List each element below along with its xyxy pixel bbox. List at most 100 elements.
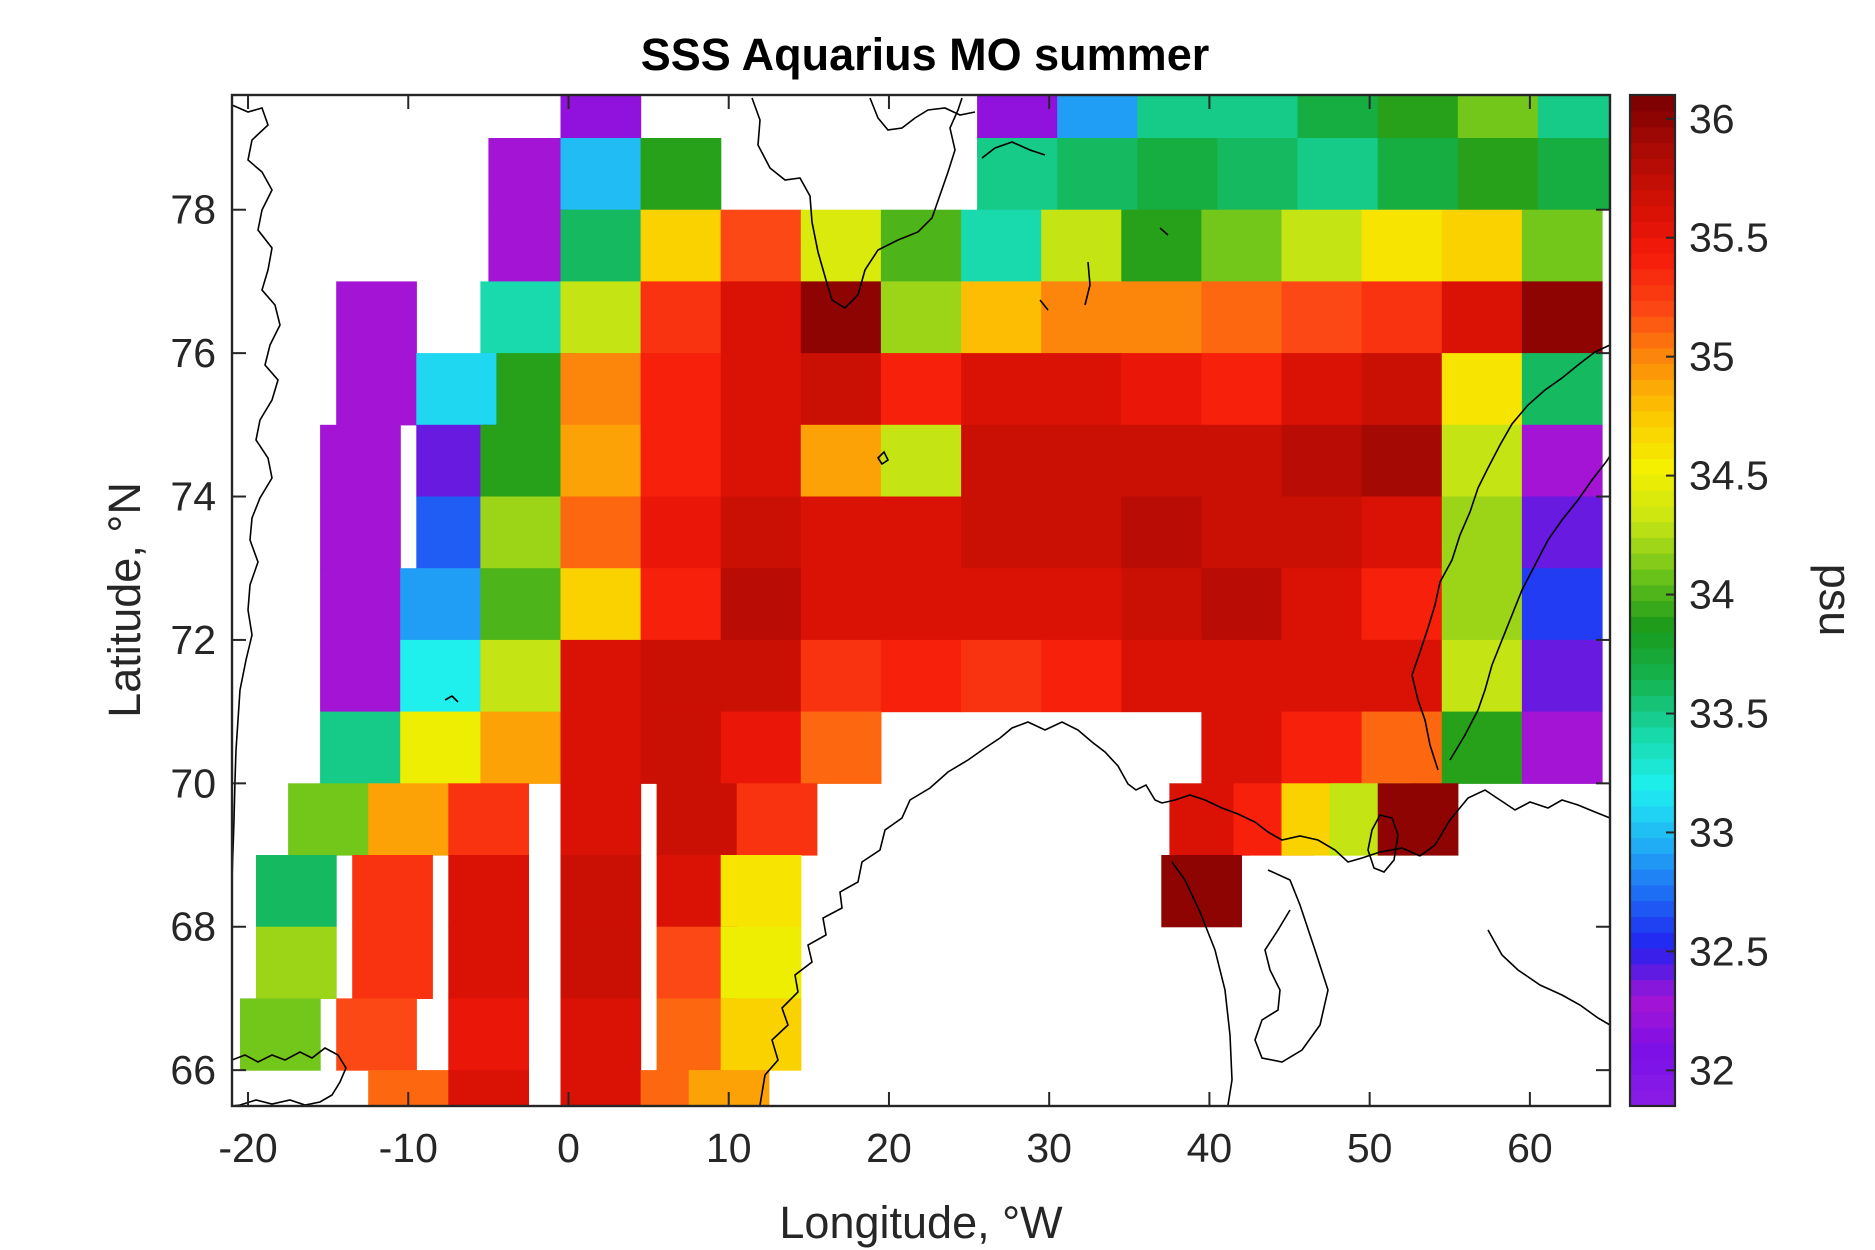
- heatmap-cell: [320, 639, 401, 713]
- heatmap-cell: [1201, 496, 1283, 569]
- heatmap-cell: [1361, 568, 1443, 641]
- heatmap-cell: [800, 639, 882, 713]
- colorbar-step: [1630, 963, 1675, 981]
- colorbar-step: [1630, 821, 1675, 839]
- heatmap-cell: [1281, 209, 1363, 282]
- heatmap-cell: [448, 783, 529, 856]
- heatmap-cell: [640, 353, 722, 426]
- heatmap-cell: [480, 496, 562, 569]
- colorbar-step: [1630, 300, 1675, 317]
- colorbar-step: [1630, 521, 1675, 538]
- coastline-iceland: [231, 1047, 347, 1107]
- colorbar-step: [1630, 1011, 1675, 1028]
- heatmap-cell: [640, 424, 722, 498]
- heatmap-cell: [1361, 424, 1443, 498]
- heatmap-cells: [240, 95, 1611, 1107]
- heatmap-cell: [1201, 424, 1283, 498]
- colorbar-step: [1630, 726, 1675, 744]
- heatmap-cell: [720, 353, 802, 426]
- heatmap-cell: [480, 424, 562, 498]
- coastline-lake-onega-kola: [1367, 814, 1399, 873]
- heatmap-cell: [1361, 209, 1443, 282]
- heatmap-cell: [560, 783, 642, 856]
- colorbar-step: [1630, 1042, 1675, 1060]
- heatmap-cell: [1441, 424, 1523, 498]
- heatmap-cell: [640, 138, 722, 211]
- y-axis-label: Latitude, °N: [99, 482, 150, 718]
- heatmap-cell: [1281, 353, 1363, 426]
- colorbar-step: [1630, 142, 1675, 159]
- colorbar-step: [1630, 695, 1675, 712]
- heatmap-cell: [400, 568, 481, 641]
- heatmap-cell: [800, 496, 882, 569]
- x-tick-label: 10: [706, 1125, 752, 1171]
- x-tick-label: 20: [866, 1125, 912, 1171]
- heatmap-cell: [800, 281, 882, 354]
- heatmap-cell: [1041, 353, 1122, 426]
- y-tick-label: 72: [170, 617, 216, 663]
- heatmap-cell: [1201, 209, 1283, 282]
- colorbar-step: [1630, 205, 1675, 222]
- colorbar-step: [1630, 95, 1675, 112]
- heatmap-cell: [320, 711, 401, 784]
- colorbar-tick-label: 32.5: [1689, 928, 1769, 974]
- colorbar-step: [1630, 568, 1675, 586]
- colorbar-step: [1630, 995, 1675, 1012]
- colorbar-step: [1630, 332, 1675, 349]
- heatmap-cell: [1041, 281, 1122, 354]
- heatmap-cell: [1201, 281, 1283, 354]
- colorbar-frame: [1628, 93, 1677, 1108]
- colorbar-step: [1630, 600, 1675, 617]
- colorbar-step: [1630, 426, 1675, 444]
- y-tick-label: 74: [170, 474, 216, 520]
- heatmap-cell: [800, 209, 882, 282]
- heatmap-cell: [1057, 138, 1138, 211]
- colorbar-step: [1630, 442, 1675, 459]
- heatmap-cell: [488, 209, 570, 282]
- y-tick-label: 76: [170, 330, 216, 376]
- colorbar-step: [1630, 284, 1675, 301]
- heatmap-cell: [480, 639, 562, 713]
- heatmap-cell: [1361, 496, 1443, 569]
- heatmap-cell: [880, 281, 962, 354]
- heatmap-cell: [1361, 281, 1443, 354]
- heatmap-cell: [1521, 209, 1603, 282]
- colorbar-step: [1630, 647, 1675, 665]
- coastline-novaya-zemlya: [1411, 344, 1611, 771]
- heatmap-cell: [961, 281, 1042, 354]
- colorbar-step: [1630, 505, 1675, 523]
- heatmap-cell: [560, 855, 642, 928]
- colorbar-tick-label: 36: [1689, 96, 1735, 142]
- heatmap-cell: [480, 711, 562, 784]
- colorbar-step: [1630, 458, 1675, 475]
- heatmap-cell: [977, 138, 1058, 211]
- heatmap-cell: [1441, 711, 1523, 784]
- heatmap-cell: [1121, 209, 1202, 282]
- colorbar-step: [1630, 758, 1675, 775]
- heatmap-cell: [720, 711, 802, 784]
- colorbar-step: [1630, 221, 1675, 238]
- heatmap-cell: [1201, 353, 1283, 426]
- colorbar-gradient: [1630, 95, 1675, 1107]
- heatmap-cell: [1201, 639, 1283, 713]
- heatmap-cell: [352, 926, 433, 999]
- x-tick-label: 50: [1347, 1125, 1393, 1171]
- colorbar-step: [1630, 869, 1675, 886]
- heatmap-cell: [448, 1070, 529, 1107]
- colorbar-step: [1630, 584, 1675, 602]
- heatmap-cell: [1121, 496, 1202, 569]
- heatmap-cell: [560, 568, 642, 641]
- heatmap-cell: [336, 353, 417, 426]
- heatmap-cell: [1361, 353, 1443, 426]
- heatmap-cell: [480, 281, 562, 354]
- heatmap-cell: [961, 424, 1042, 498]
- y-axis: 66 68 70 72 74 76 78: [170, 187, 1610, 1093]
- heatmap-cell: [656, 783, 738, 856]
- x-tick-label: 40: [1187, 1125, 1233, 1171]
- coastline-russia-east: [1419, 789, 1611, 1026]
- heatmap-cell: [1537, 138, 1611, 211]
- heatmap-cell: [1201, 568, 1283, 641]
- x-tick-label: -10: [379, 1125, 438, 1171]
- heatmap-cell: [1121, 353, 1202, 426]
